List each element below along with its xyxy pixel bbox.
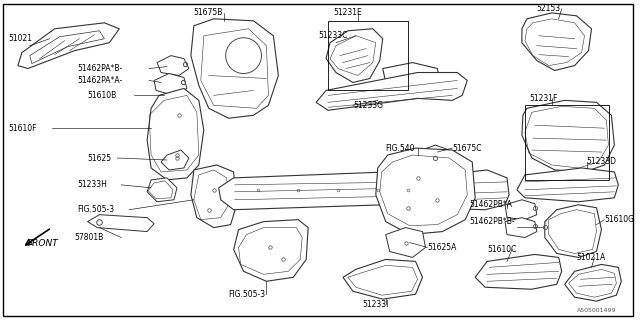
- Polygon shape: [383, 63, 440, 85]
- Polygon shape: [522, 13, 591, 70]
- Bar: [525, 105, 609, 180]
- Polygon shape: [191, 165, 237, 228]
- Text: 51625A: 51625A: [428, 243, 457, 252]
- Polygon shape: [505, 200, 537, 220]
- Text: FIG.505-3: FIG.505-3: [228, 290, 266, 299]
- Polygon shape: [147, 88, 204, 180]
- Polygon shape: [88, 215, 154, 232]
- Text: 51610B: 51610B: [88, 91, 116, 100]
- Polygon shape: [161, 150, 189, 170]
- Bar: [328, 21, 408, 91]
- Polygon shape: [415, 145, 452, 172]
- Polygon shape: [386, 228, 426, 257]
- Text: 51462PA*B-: 51462PA*B-: [77, 64, 123, 73]
- Polygon shape: [326, 29, 383, 83]
- Polygon shape: [545, 205, 602, 257]
- Polygon shape: [234, 220, 308, 281]
- Text: 52153: 52153: [537, 4, 561, 13]
- Text: 51675C: 51675C: [452, 144, 482, 153]
- Polygon shape: [157, 56, 189, 76]
- Polygon shape: [517, 168, 618, 202]
- Text: 51462PB*A: 51462PB*A: [469, 200, 512, 209]
- Polygon shape: [147, 178, 177, 202]
- Text: 51021: 51021: [8, 34, 32, 43]
- Text: 51233H: 51233H: [77, 180, 108, 189]
- Polygon shape: [191, 19, 278, 118]
- Text: 51610C: 51610C: [487, 245, 516, 254]
- Text: 51233I: 51233I: [363, 300, 389, 309]
- Text: FIG.540: FIG.540: [386, 144, 415, 153]
- Text: 51233C: 51233C: [318, 31, 348, 40]
- Polygon shape: [154, 74, 187, 95]
- Polygon shape: [415, 170, 509, 210]
- Polygon shape: [475, 254, 562, 289]
- Text: 51625: 51625: [88, 154, 111, 163]
- Polygon shape: [219, 172, 420, 210]
- Polygon shape: [18, 23, 119, 68]
- Text: 51610F: 51610F: [8, 124, 36, 133]
- Polygon shape: [522, 100, 614, 172]
- Text: 51675B: 51675B: [194, 8, 223, 17]
- Polygon shape: [343, 260, 422, 299]
- Text: 51231F: 51231F: [529, 94, 557, 103]
- Polygon shape: [505, 218, 537, 237]
- Text: 51233D: 51233D: [586, 157, 616, 166]
- Text: 51462PB*B-: 51462PB*B-: [469, 217, 515, 226]
- Text: 51021A: 51021A: [577, 253, 606, 262]
- Polygon shape: [376, 148, 475, 235]
- Polygon shape: [564, 264, 621, 301]
- Polygon shape: [316, 73, 467, 110]
- Text: 51610G: 51610G: [604, 215, 634, 224]
- Text: A505001499: A505001499: [577, 308, 616, 313]
- Text: FIG.505-3: FIG.505-3: [77, 205, 115, 214]
- Text: 51233G: 51233G: [353, 101, 383, 110]
- Text: 51231E: 51231E: [333, 8, 362, 17]
- Text: 51462PA*A-: 51462PA*A-: [77, 76, 123, 85]
- Text: 57801B: 57801B: [74, 233, 104, 242]
- Text: FRONT: FRONT: [28, 239, 59, 248]
